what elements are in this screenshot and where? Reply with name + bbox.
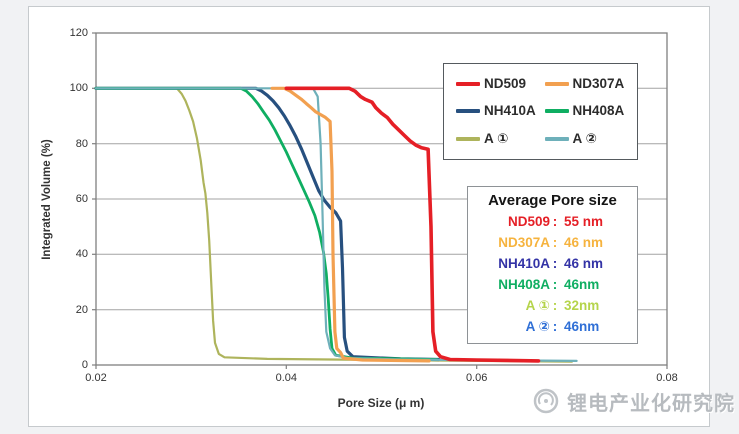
legend-label: NH410A (484, 103, 536, 119)
x-tick-label-0.04: 0.04 (275, 372, 298, 384)
legend-item-A ②: A ② (544, 130, 634, 147)
avg-cell: 46nm (564, 319, 600, 334)
legend: ND509 ND307A NH410A NH408A A ① A ② (443, 63, 638, 160)
avg-row-ND307A: ND307A:46 nm (468, 232, 637, 253)
y-tick-label-40: 40 (75, 248, 88, 261)
avg-cell: 32nm (564, 298, 600, 313)
avg-row-A ②: A ②:46nm (468, 316, 637, 337)
y-tick-label-0: 0 (81, 359, 88, 371)
legend-label: NH408A (572, 103, 625, 119)
avg-cell: A ① (525, 298, 550, 313)
legend-item-ND307A: ND307A (544, 76, 634, 92)
avg-row-NH408A: NH408A:46nm (468, 274, 637, 295)
legend-item-NH408A: NH408A (544, 103, 634, 119)
avg-cell: 46 nm (564, 256, 604, 271)
y-tick-label-120: 120 (69, 27, 88, 39)
average-pore-size-rows: ND509:55 nm ND307A:46 nm NH410A:46 nm NH408… (468, 211, 637, 337)
legend-swatch-icon (544, 136, 569, 141)
avg-cell: : (552, 256, 558, 271)
avg-cell: 46 nm (564, 235, 604, 250)
avg-cell: NH408A (498, 277, 550, 292)
legend-item-ND509: ND509 (456, 76, 545, 91)
watermark-text: 锂电产业化研究院 (567, 392, 735, 415)
avg-cell: NH410A (498, 256, 550, 271)
avg-cell: 55 nm (564, 214, 604, 229)
avg-cell: : (552, 277, 558, 292)
avg-row-A ①: A ①:32nm (468, 295, 637, 316)
average-pore-size-title: Average Pore size (488, 192, 617, 209)
legend-label: ND509 (484, 76, 527, 92)
x-tick-label-0.02: 0.02 (85, 372, 107, 384)
legend-swatch-icon (456, 108, 480, 113)
legend-label: A ② (572, 130, 597, 146)
x-tick-label-0.06: 0.06 (465, 372, 488, 384)
avg-cell: : (552, 214, 558, 229)
avg-row-NH410A: NH410A:46 nm (468, 253, 637, 274)
avg-cell: : (552, 235, 558, 250)
x-tick-label-0.08: 0.08 (656, 372, 678, 384)
watermark: 锂电产业化研究院 (531, 386, 735, 416)
avg-cell: ND307A (498, 235, 550, 250)
legend-swatch-icon (456, 81, 480, 86)
avg-cell: : (552, 319, 558, 334)
legend-swatch-icon (456, 136, 480, 141)
watermark-logo-icon (533, 388, 559, 414)
average-pore-size-box: Average Pore size ND509:55 nm ND307A:46 n… (467, 186, 638, 344)
avg-cell: A ② (525, 319, 550, 334)
legend-label: A ① (484, 130, 509, 146)
legend-swatch-icon (544, 108, 569, 113)
legend-item-A ①: A ① (456, 131, 545, 147)
x-axis-title: Pore Size (μ m) (337, 396, 425, 410)
avg-row-ND509: ND509:55 nm (468, 211, 637, 232)
y-tick-label-80: 80 (75, 137, 88, 150)
y-tick-label-100: 100 (69, 82, 88, 95)
avg-cell: ND509 (507, 214, 550, 229)
y-tick-label-20: 20 (75, 303, 88, 316)
avg-cell: : (552, 298, 558, 313)
y-tick-label-60: 60 (75, 193, 88, 205)
legend-swatch-icon (544, 81, 569, 86)
legend-item-NH410A: NH410A (456, 103, 545, 118)
legend-label: ND307A (572, 76, 625, 92)
avg-cell: 46nm (564, 277, 600, 292)
